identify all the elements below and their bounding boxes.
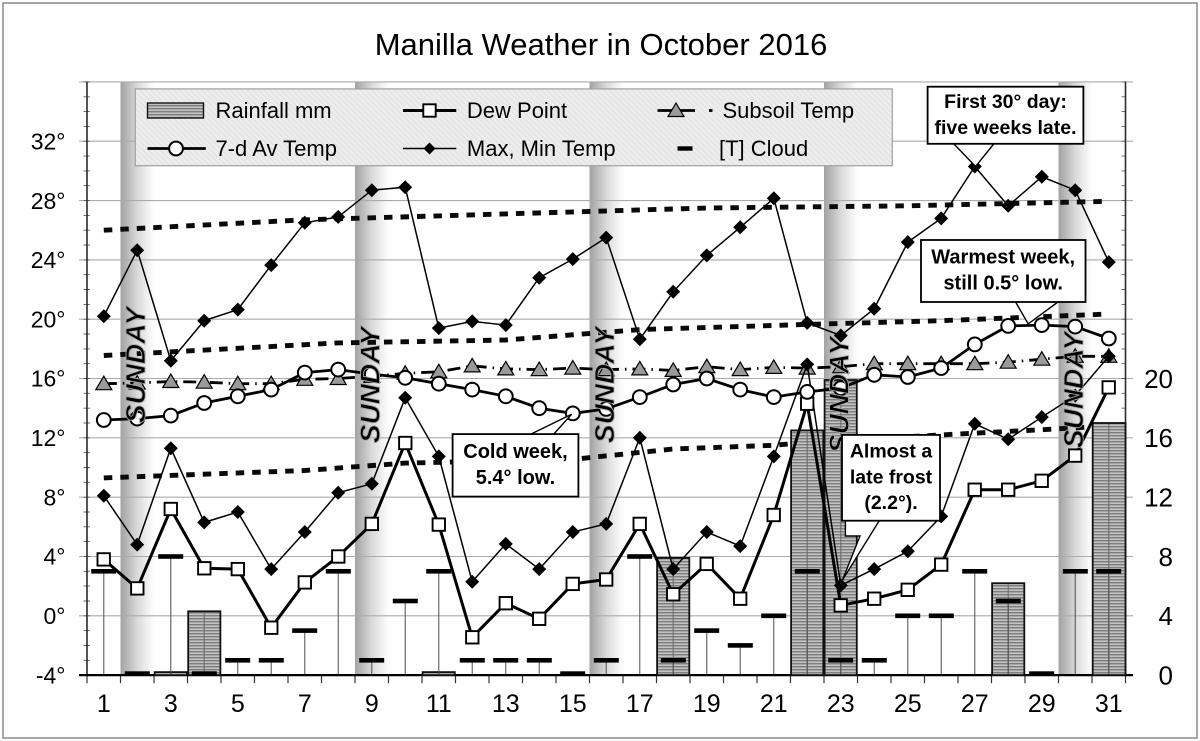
- svg-text:21: 21: [760, 690, 788, 718]
- svg-text:19: 19: [693, 690, 721, 718]
- svg-text:First 30° day:: First 30° day:: [944, 91, 1067, 113]
- svg-text:25: 25: [894, 690, 922, 718]
- svg-text:Subsoil Temp: Subsoil Temp: [723, 98, 855, 123]
- svg-text:29: 29: [1028, 690, 1056, 718]
- svg-text:-4°: -4°: [36, 662, 66, 688]
- svg-text:1: 1: [97, 690, 111, 718]
- svg-text:5: 5: [231, 690, 245, 718]
- svg-text:7-d Av Temp: 7-d Av Temp: [216, 136, 337, 161]
- svg-text:20: 20: [1144, 364, 1173, 394]
- svg-text:15: 15: [559, 690, 587, 718]
- svg-text:23: 23: [827, 690, 855, 718]
- svg-text:still 0.5° low.: still 0.5° low.: [943, 273, 1063, 295]
- svg-text:11: 11: [426, 690, 452, 718]
- svg-text:17: 17: [626, 690, 654, 718]
- svg-text:Cold week,: Cold week,: [463, 441, 567, 463]
- svg-text:0: 0: [1159, 660, 1173, 690]
- svg-text:Dew Point: Dew Point: [467, 98, 567, 123]
- svg-text:8°: 8°: [44, 484, 66, 510]
- svg-text:12°: 12°: [31, 425, 66, 451]
- svg-text:SUNDAY: SUNDAY: [589, 325, 620, 443]
- svg-text:SUNDAY: SUNDAY: [1058, 330, 1089, 448]
- svg-text:20°: 20°: [31, 306, 66, 332]
- svg-text:Max, Min Temp: Max, Min Temp: [467, 136, 616, 161]
- svg-text:9: 9: [365, 690, 379, 718]
- svg-text:24°: 24°: [31, 247, 66, 273]
- svg-text:Manilla Weather in October 201: Manilla Weather in October 2016: [375, 27, 828, 62]
- svg-text:late frost: late frost: [850, 466, 933, 488]
- svg-text:SUNDAY: SUNDAY: [824, 335, 855, 453]
- svg-text:16°: 16°: [31, 366, 66, 392]
- svg-text:32°: 32°: [31, 128, 66, 154]
- svg-text:4: 4: [1159, 601, 1173, 631]
- svg-text:Almost a: Almost a: [850, 441, 933, 463]
- svg-text:12: 12: [1144, 482, 1173, 512]
- svg-text:SUNDAY: SUNDAY: [120, 305, 151, 423]
- svg-text:Warmest week,: Warmest week,: [931, 247, 1075, 269]
- svg-text:27: 27: [961, 690, 989, 718]
- svg-text:Rainfall mm: Rainfall mm: [216, 98, 332, 123]
- svg-text:4°: 4°: [44, 544, 66, 570]
- svg-text:5.4° low.: 5.4° low.: [476, 467, 556, 489]
- svg-text:7: 7: [298, 690, 312, 718]
- svg-text:SUNDAY: SUNDAY: [355, 325, 386, 443]
- svg-text:3: 3: [164, 690, 178, 718]
- svg-text:28°: 28°: [31, 188, 66, 214]
- svg-text:8: 8: [1159, 542, 1173, 572]
- svg-text:five weeks late.: five weeks late.: [934, 117, 1076, 139]
- svg-text:0°: 0°: [44, 603, 66, 629]
- svg-text:31: 31: [1095, 690, 1123, 718]
- svg-text:[T] Cloud: [T] Cloud: [719, 136, 808, 161]
- svg-text:13: 13: [492, 690, 520, 718]
- svg-text:(2.2°).: (2.2°).: [864, 492, 917, 514]
- svg-text:16: 16: [1144, 423, 1173, 453]
